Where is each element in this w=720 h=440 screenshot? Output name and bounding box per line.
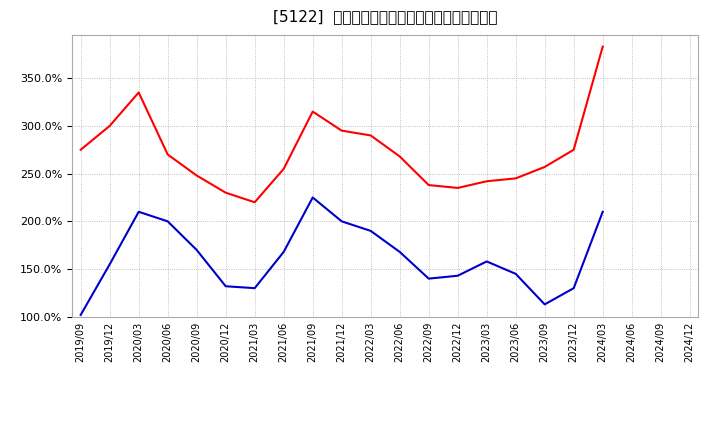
有利子負債フリーCF比率 [395, 249, 404, 254]
有利子負債フリーCF比率 [338, 219, 346, 224]
有利子負債フリーCF比率 [251, 286, 259, 291]
有利子負債フリーCF比率 [308, 195, 317, 200]
有利子負債営業CF比率 [251, 200, 259, 205]
有利子負債フリーCF比率 [598, 209, 607, 214]
有利子負債営業CF比率 [482, 179, 491, 184]
有利子負債営業CF比率 [366, 133, 375, 138]
有利子負債フリーCF比率 [454, 273, 462, 279]
有利子負債営業CF比率 [424, 183, 433, 188]
有利子負債フリーCF比率 [424, 276, 433, 281]
有利子負債フリーCF比率 [135, 209, 143, 214]
有利子負債営業CF比率 [541, 164, 549, 169]
有利子負債営業CF比率 [192, 173, 201, 178]
有利子負債営業CF比率 [570, 147, 578, 152]
有利子負債営業CF比率 [76, 147, 85, 152]
有利子負債営業CF比率 [395, 154, 404, 159]
有利子負債フリーCF比率 [192, 247, 201, 253]
有利子負債フリーCF比率 [163, 219, 172, 224]
有利子負債フリーCF比率 [570, 286, 578, 291]
有利子負債フリーCF比率 [76, 312, 85, 318]
有利子負債フリーCF比率 [105, 262, 114, 267]
有利子負債営業CF比率 [308, 109, 317, 114]
Title: [5122]  有利子負債キャッシュフロー比率の推移: [5122] 有利子負債キャッシュフロー比率の推移 [273, 9, 498, 24]
有利子負債フリーCF比率 [221, 284, 230, 289]
有利子負債営業CF比率 [454, 185, 462, 191]
有利子負債営業CF比率 [279, 166, 288, 172]
Line: 有利子負債フリーCF比率: 有利子負債フリーCF比率 [81, 198, 603, 315]
有利子負債営業CF比率 [105, 123, 114, 128]
有利子負債営業CF比率 [598, 44, 607, 49]
有利子負債フリーCF比率 [279, 249, 288, 254]
Line: 有利子負債営業CF比率: 有利子負債営業CF比率 [81, 47, 603, 202]
有利子負債営業CF比率 [163, 152, 172, 157]
有利子負債営業CF比率 [221, 190, 230, 195]
有利子負債営業CF比率 [511, 176, 520, 181]
有利子負債フリーCF比率 [366, 228, 375, 234]
有利子負債フリーCF比率 [511, 271, 520, 276]
有利子負債フリーCF比率 [482, 259, 491, 264]
有利子負債営業CF比率 [135, 90, 143, 95]
有利子負債フリーCF比率 [541, 302, 549, 307]
有利子負債営業CF比率 [338, 128, 346, 133]
